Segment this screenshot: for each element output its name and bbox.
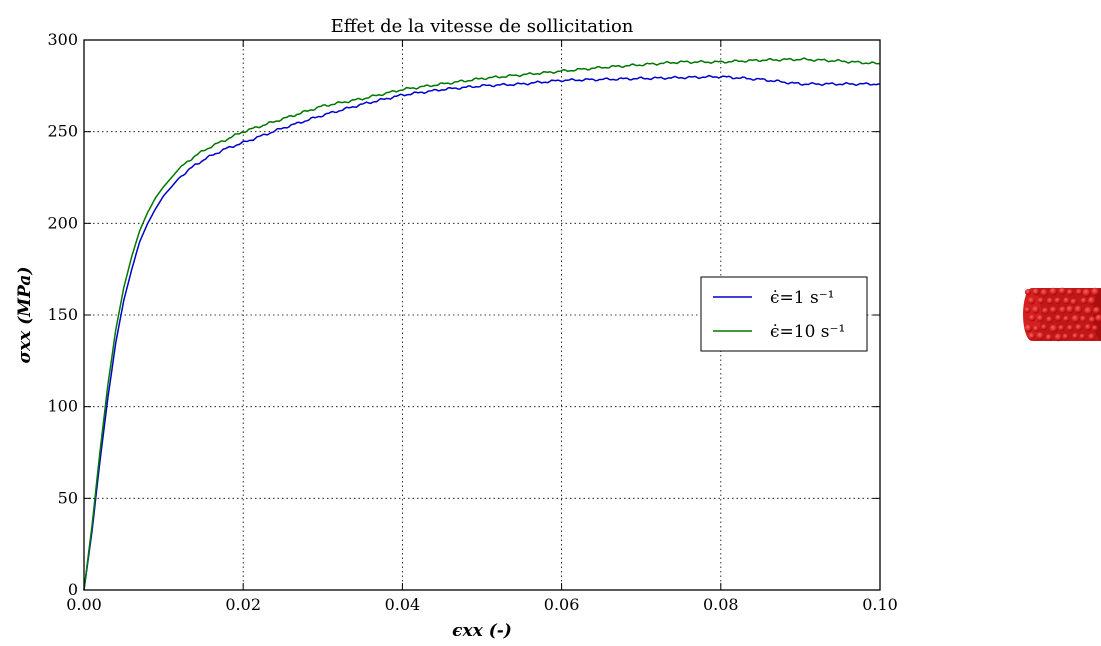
x-tick-label: 0.08 <box>703 595 739 614</box>
particle <box>1054 333 1063 342</box>
legend-label-0: ϵ̇=1 s⁻¹ <box>770 288 835 308</box>
particle <box>1082 288 1091 298</box>
particle <box>1059 306 1067 314</box>
x-tick-label: 0.00 <box>66 595 102 614</box>
particle <box>1040 289 1048 297</box>
particle <box>1049 306 1057 314</box>
particle <box>1036 314 1044 322</box>
x-axis-label: ϵxx (-) <box>452 621 512 641</box>
particle <box>1063 315 1070 322</box>
particle <box>1045 334 1053 341</box>
particle <box>1067 324 1074 332</box>
particle <box>1041 324 1048 331</box>
x-tick-label: 0.10 <box>862 595 898 614</box>
ticks <box>83 39 881 591</box>
y-tick-label: 200 <box>47 213 78 232</box>
tick-labels: 0.00 0.02 0.04 0.06 0.08 0.10 0 50 100 150 200 250 3… <box>47 30 897 614</box>
particle <box>1024 289 1032 296</box>
particle <box>1066 305 1074 314</box>
particle <box>1070 298 1077 306</box>
legend: ϵ̇=1 s⁻¹ ϵ̇=10 s⁻¹ <box>700 276 868 352</box>
particle <box>1071 314 1080 323</box>
particle <box>1049 324 1058 333</box>
y-tick-label: 100 <box>47 397 78 416</box>
particle <box>1028 332 1036 340</box>
particle <box>1046 297 1054 305</box>
x-tick-label: 0.06 <box>544 595 580 614</box>
particle <box>1046 316 1053 323</box>
particle <box>1091 325 1099 332</box>
series-layer <box>83 57 881 591</box>
particle <box>1036 332 1045 340</box>
particle <box>1091 287 1100 296</box>
particle <box>1032 288 1040 296</box>
particle <box>1072 333 1079 340</box>
particle <box>1084 306 1093 315</box>
legend-box <box>700 276 868 352</box>
particle-cylinder-thumbnail <box>1023 287 1101 342</box>
series-line-0 <box>83 74 881 591</box>
particle <box>1024 324 1033 333</box>
particle <box>1054 297 1061 304</box>
particle <box>1079 333 1086 340</box>
y-tick-label: 50 <box>58 488 78 507</box>
y-axis-label: σxx (MPa) <box>15 267 35 364</box>
y-tick-label: 0 <box>68 580 78 599</box>
particle <box>1032 325 1040 332</box>
particle <box>1028 314 1036 322</box>
particle <box>1080 297 1088 305</box>
particle <box>1088 333 1096 341</box>
particle <box>1058 324 1065 332</box>
particle <box>1041 307 1049 315</box>
chart-title: Effet de la vitesse de sollicitation <box>331 16 634 37</box>
particle <box>1095 314 1101 323</box>
y-tick-label: 250 <box>47 122 78 141</box>
cylinder-particles <box>1024 287 1101 342</box>
legend-label-1: ϵ̇=10 s⁻¹ <box>770 322 845 342</box>
particle <box>1027 297 1036 305</box>
y-tick-label: 150 <box>47 305 78 324</box>
y-tick-label: 300 <box>47 30 78 49</box>
particle <box>1074 305 1083 314</box>
particle <box>1031 306 1040 314</box>
particle <box>1087 296 1096 305</box>
particle <box>1062 333 1069 340</box>
particle <box>1063 297 1070 305</box>
particle <box>1058 287 1066 295</box>
particle <box>1084 324 1092 331</box>
particle <box>1080 315 1087 323</box>
particle <box>1092 306 1101 315</box>
x-tick-label: 0.04 <box>385 595 421 614</box>
particle <box>1075 324 1083 331</box>
particle <box>1075 288 1083 296</box>
x-tick-label: 0.02 <box>225 595 261 614</box>
particle <box>1088 316 1096 324</box>
particle <box>1049 287 1058 296</box>
particle <box>1066 289 1074 296</box>
particle <box>1055 314 1062 322</box>
particle <box>1024 306 1031 313</box>
series-line-1 <box>83 57 881 591</box>
particle <box>1037 297 1045 304</box>
